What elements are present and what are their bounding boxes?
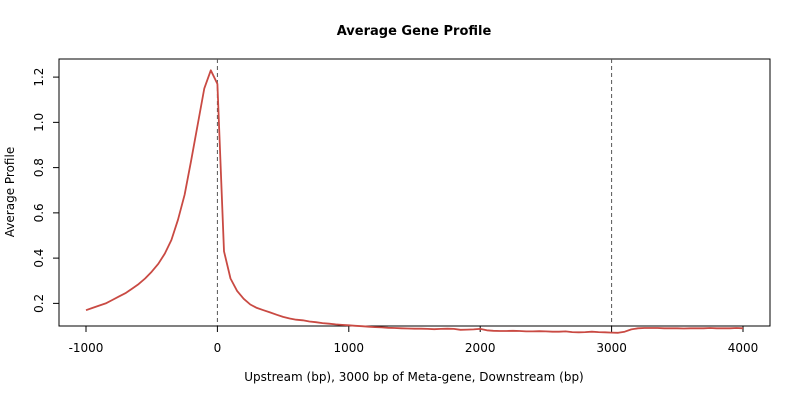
x-tick-label: 2000 [465, 341, 496, 355]
y-axis-label: Average Profile [3, 147, 17, 237]
x-tick-label: 0 [214, 341, 222, 355]
y-tick-label: 0.6 [32, 203, 46, 222]
y-axis: 0.2 0.4 0.6 0.8 1.0 1.2 [32, 68, 59, 313]
y-tick-label: 0.2 [32, 294, 46, 313]
plot-frame [58, 58, 771, 327]
x-axis: -1000 0 1000 2000 3000 4000 [69, 326, 759, 355]
reference-lines [216, 59, 613, 326]
y-tick-label: 1.2 [32, 68, 46, 87]
x-tick-label: -1000 [69, 341, 104, 355]
series-line [85, 69, 744, 334]
chart-title: Average Gene Profile [337, 24, 492, 39]
series-layer [85, 69, 744, 334]
y-tick-label: 0.8 [32, 158, 46, 177]
x-tick-label: 3000 [596, 341, 627, 355]
x-axis-label: Upstream (bp), 3000 bp of Meta-gene, Dow… [244, 370, 584, 384]
x-tick-label: 4000 [728, 341, 759, 355]
y-tick-label: 0.4 [32, 249, 46, 268]
y-tick-label: 1.0 [32, 113, 46, 132]
x-tick-label: 1000 [334, 341, 365, 355]
